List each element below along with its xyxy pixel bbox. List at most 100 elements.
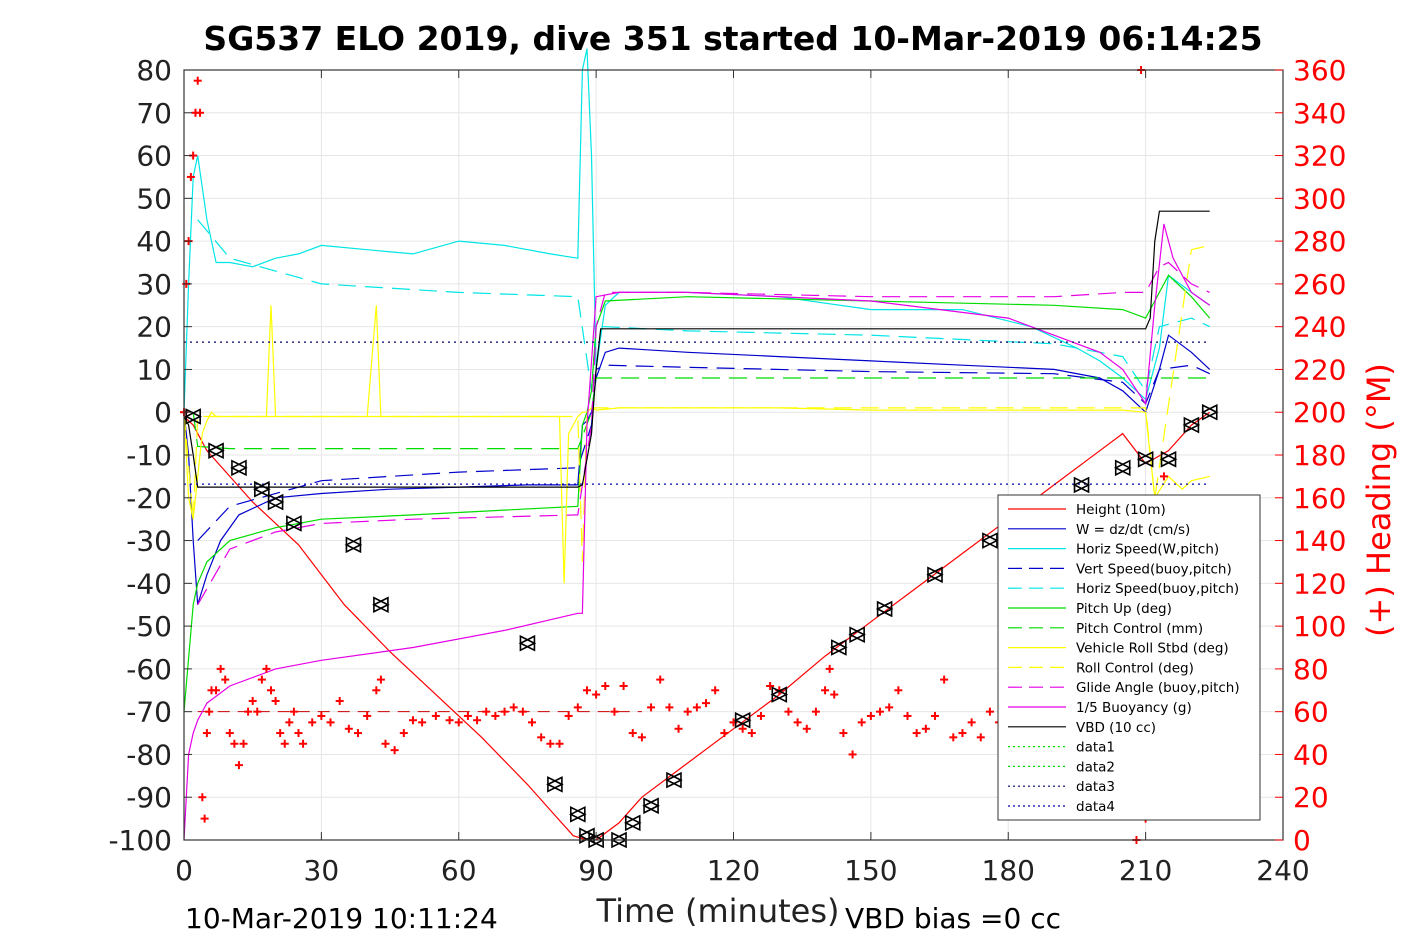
- heading-point: [894, 686, 903, 695]
- y2-tick-label: 340: [1293, 97, 1346, 130]
- legend-label: data2: [1076, 759, 1115, 775]
- y-tick-label: -40: [126, 567, 172, 600]
- marker-triangle-left: [266, 493, 284, 511]
- height-marker: [1182, 416, 1201, 434]
- heading-point: [546, 739, 555, 748]
- y2-tick-label: 360: [1293, 54, 1346, 87]
- height-marker: [830, 639, 848, 656]
- heading-point: [248, 696, 257, 705]
- height-marker: [372, 596, 390, 614]
- heading-point: [518, 707, 527, 716]
- heading-point: [354, 729, 363, 738]
- heading-point: [683, 707, 692, 716]
- y-tick-label: -30: [126, 525, 172, 558]
- y2-axis-label: (+) Heading (°M): [1360, 363, 1398, 637]
- axes: [183, 69, 1284, 841]
- x-tick-label: 240: [1256, 854, 1309, 887]
- y-tick-label: 40: [136, 225, 172, 258]
- y2-tick-label: 260: [1293, 268, 1346, 301]
- height-marker: [1072, 476, 1091, 494]
- heading-point: [720, 729, 729, 738]
- heading-point: [372, 686, 381, 695]
- heading-point: [555, 739, 564, 748]
- x-axis-label: Time (minutes): [596, 892, 840, 930]
- legend-label: Glide Angle (buoy,pitch): [1076, 680, 1240, 696]
- height-marker: [184, 408, 202, 425]
- legend-label: Pitch Up (deg): [1076, 601, 1172, 617]
- heading-point: [811, 707, 820, 716]
- heading-point: [225, 729, 234, 738]
- heading-point: [702, 699, 711, 708]
- heading-point: [308, 718, 317, 727]
- legend-label: data3: [1076, 779, 1115, 795]
- height-marker: [770, 686, 789, 703]
- heading-point: [445, 716, 454, 725]
- heading-point: [509, 703, 518, 712]
- series-line-7: [183, 305, 1210, 584]
- marker-triangle-left: [926, 566, 943, 584]
- y2-tick-label: 160: [1293, 482, 1346, 515]
- legend-label: Roll Control (deg): [1076, 660, 1194, 676]
- heading-point: [482, 707, 491, 716]
- series-line-11: [183, 210, 1210, 488]
- legend-label: Vehicle Roll Stbd (deg): [1076, 641, 1229, 657]
- marker-triangle-left: [733, 711, 751, 729]
- heading-point: [267, 686, 276, 695]
- heading-point: [418, 718, 427, 727]
- legend-label: Horiz Speed(buoy,pitch): [1076, 581, 1239, 597]
- y-tick-label: 60: [136, 140, 172, 173]
- marker-triangle-left: [207, 442, 224, 460]
- heading-point: [619, 682, 628, 690]
- x-tick-label: 60: [441, 854, 477, 887]
- series-line-3: [197, 364, 1210, 542]
- marker-triangle-left: [569, 806, 586, 823]
- heading-point: [692, 703, 701, 712]
- heading-point: [244, 707, 253, 716]
- x-tick-label: 0: [175, 854, 193, 887]
- x-tick-label: 30: [304, 854, 340, 887]
- y-tick-label: -70: [126, 696, 172, 729]
- marker-triangle-left: [1182, 416, 1200, 434]
- y-tick-label: -20: [126, 482, 172, 515]
- y2-tick-label: 20: [1293, 781, 1329, 814]
- y2-tick-label: 320: [1293, 140, 1346, 173]
- y-tick-label: 10: [136, 353, 172, 386]
- marker-triangle-left: [253, 480, 270, 498]
- heading-point: [848, 750, 857, 759]
- heading-point: [802, 724, 811, 733]
- legend-label: Vert Speed(buoy,pitch): [1076, 561, 1232, 577]
- legend-label: data4: [1076, 799, 1115, 815]
- heading-point: [473, 716, 482, 725]
- y-tick-label: 20: [136, 311, 172, 344]
- heading-point: [564, 711, 573, 720]
- height-marker: [207, 442, 225, 460]
- heading-point: [738, 724, 747, 733]
- footer-timestamp: 10-Mar-2019 10:11:24: [185, 902, 498, 935]
- heading-point: [294, 729, 303, 738]
- height-marker: [623, 814, 642, 832]
- heading-point: [289, 707, 298, 716]
- heading-point: [202, 729, 211, 738]
- series-line-2: [183, 48, 1211, 413]
- legend-label: Pitch Control (mm): [1076, 621, 1203, 637]
- height-marker: [230, 459, 248, 477]
- heading-point: [674, 724, 683, 733]
- y-tick-label: 30: [136, 268, 172, 301]
- footer-vbd-bias: VBD bias =0 cc: [845, 902, 1061, 935]
- heading-point: [930, 711, 939, 720]
- height-marker: [344, 536, 363, 554]
- marker-triangle-left: [1136, 450, 1154, 468]
- marker-triangle-left: [770, 686, 788, 703]
- marker-triangle-left: [665, 771, 682, 789]
- heading-point: [239, 739, 248, 748]
- height-marker: [253, 480, 271, 498]
- heading-point: [573, 703, 582, 712]
- y2-tick-label: 0: [1293, 824, 1311, 857]
- height-marker: [266, 493, 285, 511]
- heading-point: [647, 703, 656, 712]
- heading-point: [830, 690, 839, 699]
- heading-point: [756, 711, 765, 720]
- y2-tick-label: 240: [1293, 311, 1346, 344]
- x-tick-label: 150: [844, 854, 897, 887]
